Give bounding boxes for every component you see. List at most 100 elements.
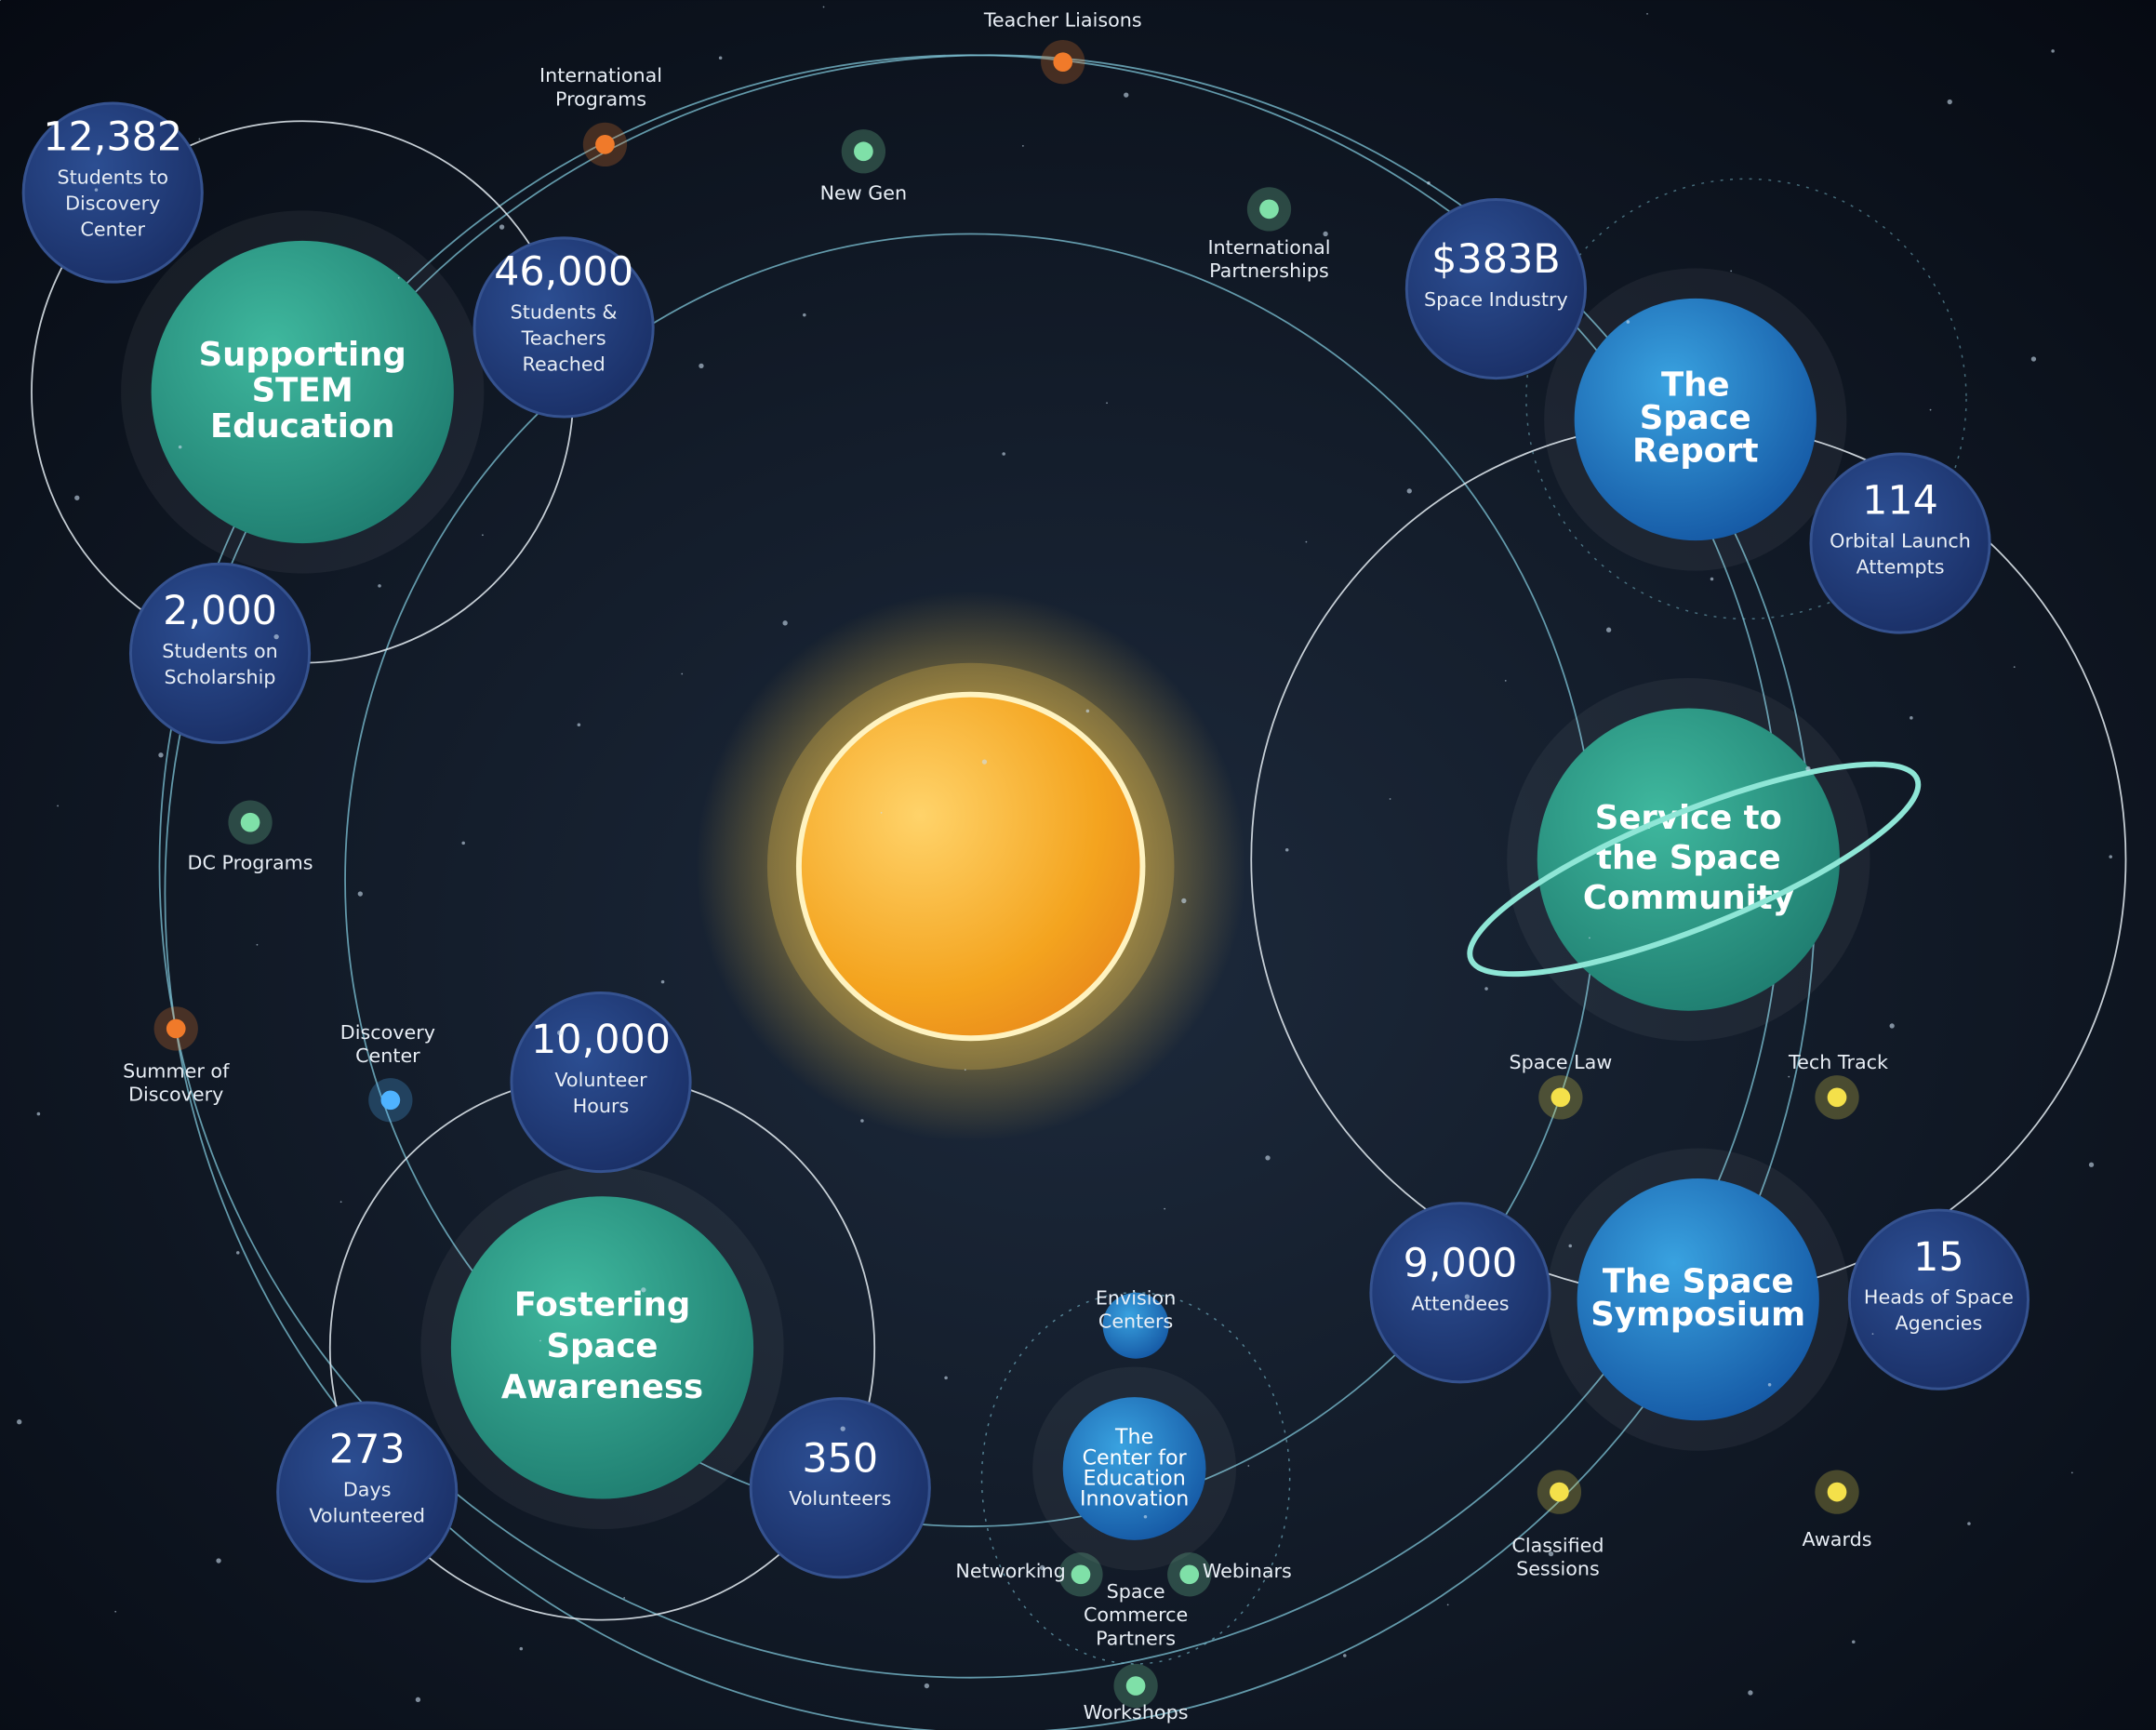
bg-star [461, 842, 465, 845]
bg-star [1390, 798, 1391, 800]
node-label: Awards [1803, 1528, 1872, 1550]
bg-star [925, 1683, 929, 1688]
stat-label: Heads of Space [1864, 1286, 2014, 1309]
bg-star [1343, 1654, 1347, 1657]
stat-label: Space Industry [1424, 288, 1568, 311]
bg-star [2109, 855, 2112, 858]
planet-label: Community [1583, 879, 1794, 917]
bg-star [719, 56, 723, 60]
node-label: Envision [1096, 1286, 1176, 1309]
stat-label: Volunteered [309, 1505, 425, 1527]
bg-star [273, 634, 278, 639]
node-label: International [539, 64, 662, 86]
bg-star [1144, 1515, 1148, 1519]
star [241, 813, 260, 832]
bg-star [1890, 1023, 1895, 1028]
bg-star [2031, 356, 2036, 361]
bg-star [1407, 488, 1412, 493]
stat-value: 15 [1913, 1234, 1964, 1281]
bg-star [1002, 452, 1005, 456]
stat-label: Students & [511, 300, 618, 323]
planet-label: Fostering [514, 1286, 691, 1324]
node-label: Teacher Liaisons [983, 8, 1142, 31]
bg-star [2014, 666, 2016, 668]
stat-label: Students to [57, 166, 168, 189]
bg-star [623, 1597, 625, 1599]
node-label: Discovery [128, 1084, 223, 1106]
bg-star [1323, 232, 1327, 236]
stat-label: Scholarship [165, 666, 276, 688]
node-label: Center [355, 1045, 420, 1067]
star [1828, 1087, 1847, 1107]
bg-star [1285, 848, 1289, 852]
bg-star [2071, 1472, 2073, 1474]
stat-label: Volunteer [554, 1069, 647, 1091]
bg-star [216, 1558, 220, 1563]
bg-star [1910, 716, 1913, 720]
stat-label: Days [343, 1479, 392, 1501]
bg-star [499, 224, 504, 229]
node-label: Partners [1096, 1627, 1176, 1649]
bg-star [179, 446, 182, 449]
star [1550, 1483, 1569, 1502]
node-label: International [1207, 236, 1330, 259]
bg-star [1549, 1551, 1553, 1556]
bg-star [1465, 1295, 1470, 1299]
bg-star [1568, 1244, 1572, 1248]
star [1071, 1564, 1091, 1584]
node-label: Webinars [1203, 1560, 1292, 1582]
bg-star [1022, 145, 1024, 147]
bg-star [1040, 1565, 1045, 1570]
stat-value: $383B [1431, 236, 1560, 283]
bg-star [641, 1287, 645, 1292]
bg-star [1710, 578, 1714, 581]
bg-star [482, 534, 484, 536]
node-label: Discovery [340, 1021, 435, 1044]
bg-star [860, 1119, 864, 1123]
bg-star [340, 1201, 342, 1203]
bg-star [1484, 987, 1488, 991]
stat-label: Hours [573, 1095, 630, 1117]
sun [696, 592, 1245, 1141]
stat-value: 350 [802, 1435, 878, 1482]
bg-star [1872, 1333, 1874, 1335]
bg-star [1948, 100, 1952, 104]
bg-star [1852, 1640, 1856, 1644]
bg-star [1505, 680, 1507, 682]
star [166, 1019, 186, 1039]
bg-star [520, 1647, 524, 1651]
star [1259, 199, 1279, 219]
bg-star [158, 752, 163, 757]
stat-value: 10,000 [531, 1017, 671, 1063]
bg-star [416, 1697, 420, 1702]
node-label: Tech Track [1788, 1051, 1888, 1073]
bg-star [114, 1611, 116, 1613]
node-label: Summer of [123, 1059, 230, 1082]
planet-label: Supporting [199, 336, 406, 374]
star [854, 141, 873, 161]
stat-label: Discovery [65, 193, 160, 215]
stat-value: 114 [1862, 478, 1938, 525]
bg-star [782, 620, 787, 625]
node-label: Networking [955, 1560, 1065, 1582]
stat-label: Agencies [1896, 1312, 1983, 1335]
planet-label: Symposium [1590, 1296, 1805, 1334]
bg-star [841, 1426, 845, 1431]
bg-star [17, 1419, 21, 1424]
bg-star [1606, 628, 1611, 632]
bg-star [37, 1112, 41, 1116]
bg-star [1086, 710, 1090, 713]
node-label: Classified [1511, 1535, 1604, 1557]
bg-star [236, 1251, 240, 1255]
bg-star [1788, 1076, 1790, 1078]
bg-star [1589, 937, 1590, 938]
bg-star [1106, 402, 1108, 404]
planet-label: Service to [1595, 799, 1782, 837]
bg-star [1627, 320, 1630, 324]
planet-label: STEM [252, 371, 353, 409]
bg-star [1967, 1522, 1971, 1525]
node-label: DC Programs [188, 852, 313, 874]
bg-star [944, 1377, 948, 1380]
node-label: Sessions [1516, 1558, 1600, 1580]
bg-star [398, 277, 400, 279]
